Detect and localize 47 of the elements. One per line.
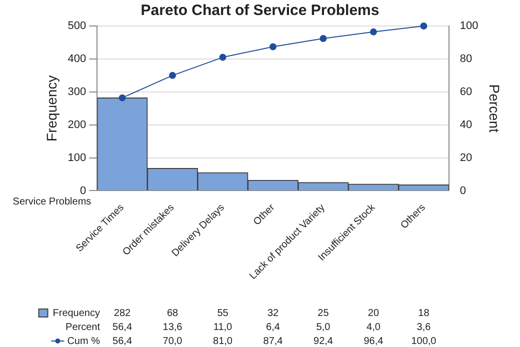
point — [219, 54, 226, 61]
legend-label: Cum % — [67, 336, 100, 347]
text: Percent — [66, 322, 100, 333]
data-label: 100,0 — [411, 336, 437, 347]
data-label: 32 — [267, 308, 279, 319]
data-label: 68 — [166, 308, 179, 319]
text: 13,6 — [162, 322, 183, 333]
y-tick-label: 100 — [68, 152, 86, 164]
y-axis-title: Frequency — [43, 75, 60, 142]
text: 6,4 — [266, 322, 280, 333]
data-label: 87,4 — [263, 336, 284, 347]
legend-label: Frequency — [52, 308, 100, 319]
y-tick-label: 400 — [68, 52, 86, 65]
data-label: 20 — [368, 308, 380, 319]
text: 56,4 — [112, 322, 132, 333]
data-label: 70,0 — [162, 336, 183, 347]
data-label: 282 — [114, 308, 132, 319]
y-tick-label: 500 — [68, 20, 86, 32]
y2-axis-title: Percent — [486, 84, 503, 133]
y-tick-label: 200 — [68, 118, 86, 131]
data-label: 18 — [418, 308, 430, 319]
y2-tick-label: 20 — [460, 152, 472, 164]
x-axis-title: Service Problems — [12, 196, 92, 208]
y2-tick-label: 60 — [460, 86, 472, 98]
point — [370, 28, 377, 36]
data-label: 81,0 — [213, 336, 233, 347]
point — [420, 22, 428, 30]
y-tick-label: 0 — [80, 184, 86, 197]
text: 11,0 — [213, 322, 233, 333]
y2-tick-label: 100 — [460, 20, 478, 32]
y-tick-label: 300 — [68, 86, 86, 98]
data-label: 25 — [318, 308, 330, 319]
point — [270, 43, 276, 50]
data-label: 56,4 — [112, 336, 132, 347]
point — [118, 94, 126, 102]
chart-title: Pareto Chart of Service Problems — [140, 2, 380, 20]
text: 4,0 — [366, 322, 381, 333]
data-label: 55 — [217, 308, 229, 319]
text: 3,6 — [416, 322, 432, 333]
y2-tick-label: 0 — [460, 184, 466, 197]
point — [169, 72, 176, 79]
y2-tick-label: 40 — [460, 118, 472, 131]
data-label: 96,4 — [364, 336, 384, 347]
point — [320, 35, 327, 42]
y2-tick-label: 80 — [460, 52, 472, 65]
data-label: 92,4 — [314, 336, 334, 347]
text: 5,0 — [316, 322, 331, 333]
